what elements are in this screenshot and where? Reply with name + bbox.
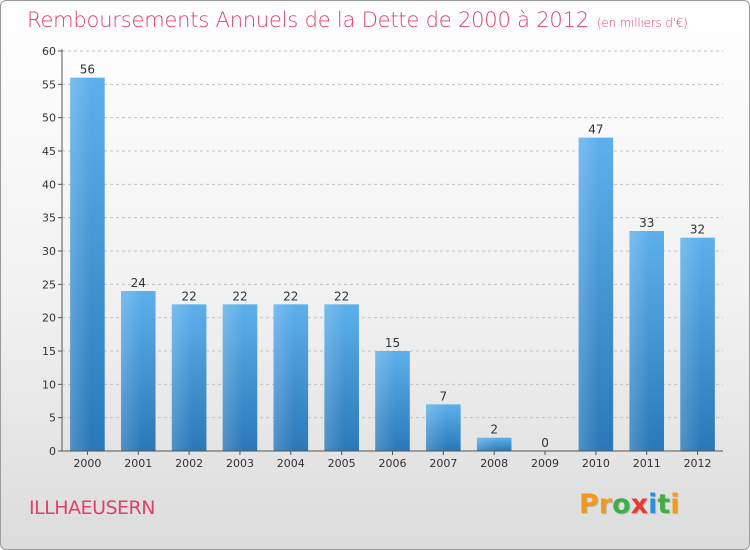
logo-letter: o (612, 489, 631, 520)
bar-value-label: 32 (690, 223, 705, 237)
y-tick-label: 55 (42, 78, 56, 91)
logo-letter: x (630, 489, 649, 520)
logo-letter: r (598, 489, 613, 520)
x-tick-label: 2000 (73, 457, 101, 470)
commune-name: ILLHAEUSERN (29, 497, 155, 519)
labels: 0510152025303540455055605620002420012220… (42, 45, 712, 470)
x-tick-label: 2004 (277, 457, 305, 470)
y-tick-label: 40 (42, 178, 56, 191)
x-tick-label: 2002 (175, 457, 203, 470)
chart-unit-label: (en milliers d'€) (596, 16, 688, 30)
proxiti-logo: Proxiti (579, 489, 680, 520)
chart-title-text: Remboursements Annuels de la Dette de 20… (27, 8, 589, 32)
y-tick-label: 5 (49, 412, 56, 425)
y-tick-label: 10 (42, 378, 56, 391)
bar-value-label: 0 (541, 436, 549, 450)
logo-letter: t (657, 489, 671, 520)
bar-highlight (222, 304, 258, 451)
bar-highlight (324, 304, 359, 451)
bar-value-label: 22 (334, 289, 349, 303)
x-tick-label: 2003 (226, 457, 254, 470)
axes (58, 49, 723, 455)
x-tick-label: 2011 (633, 457, 661, 470)
x-tick-label: 2001 (124, 457, 152, 470)
bar-highlight (273, 304, 309, 451)
bars (70, 77, 715, 452)
bar-value-label: 15 (385, 336, 400, 350)
x-tick-label: 2008 (480, 457, 508, 470)
bar-highlight (70, 77, 105, 452)
x-tick-label: 2010 (582, 457, 610, 470)
y-tick-label: 15 (42, 345, 56, 358)
bar-value-label: 22 (232, 289, 247, 303)
y-tick-label: 30 (42, 245, 56, 258)
x-tick-label: 2006 (379, 457, 407, 470)
x-tick-label: 2007 (429, 457, 457, 470)
y-tick-label: 25 (42, 278, 56, 291)
x-tick-label: 2009 (531, 457, 559, 470)
bar-value-label: 56 (80, 63, 95, 77)
y-tick-label: 45 (42, 145, 56, 158)
bar-highlight (171, 304, 207, 451)
bar-highlight (476, 437, 512, 451)
logo-letter: P (579, 489, 599, 520)
x-tick-label: 2012 (684, 457, 712, 470)
bar-highlight (426, 404, 461, 451)
bar-value-label: 22 (283, 289, 298, 303)
bar-value-label: 47 (588, 123, 603, 137)
bar-value-label: 2 (490, 423, 498, 437)
logo-letter: i (648, 489, 658, 520)
bar-highlight (375, 351, 410, 451)
bar-value-label: 22 (181, 289, 196, 303)
bar-value-label: 7 (440, 389, 448, 403)
x-tick-label: 2005 (328, 457, 356, 470)
y-tick-label: 60 (42, 45, 56, 58)
chart-title: Remboursements Annuels de la Dette de 20… (27, 8, 688, 32)
bar-highlight (680, 237, 715, 451)
y-tick-label: 35 (42, 212, 56, 225)
logo-letter: i (670, 489, 680, 520)
bar-value-label: 24 (131, 276, 146, 290)
y-tick-label: 20 (42, 312, 56, 325)
bar-highlight (578, 137, 614, 451)
y-tick-label: 0 (49, 445, 56, 458)
bar-highlight (629, 231, 665, 451)
bar-highlight (120, 291, 156, 451)
bar-value-label: 33 (639, 216, 654, 230)
y-tick-label: 50 (42, 112, 56, 125)
